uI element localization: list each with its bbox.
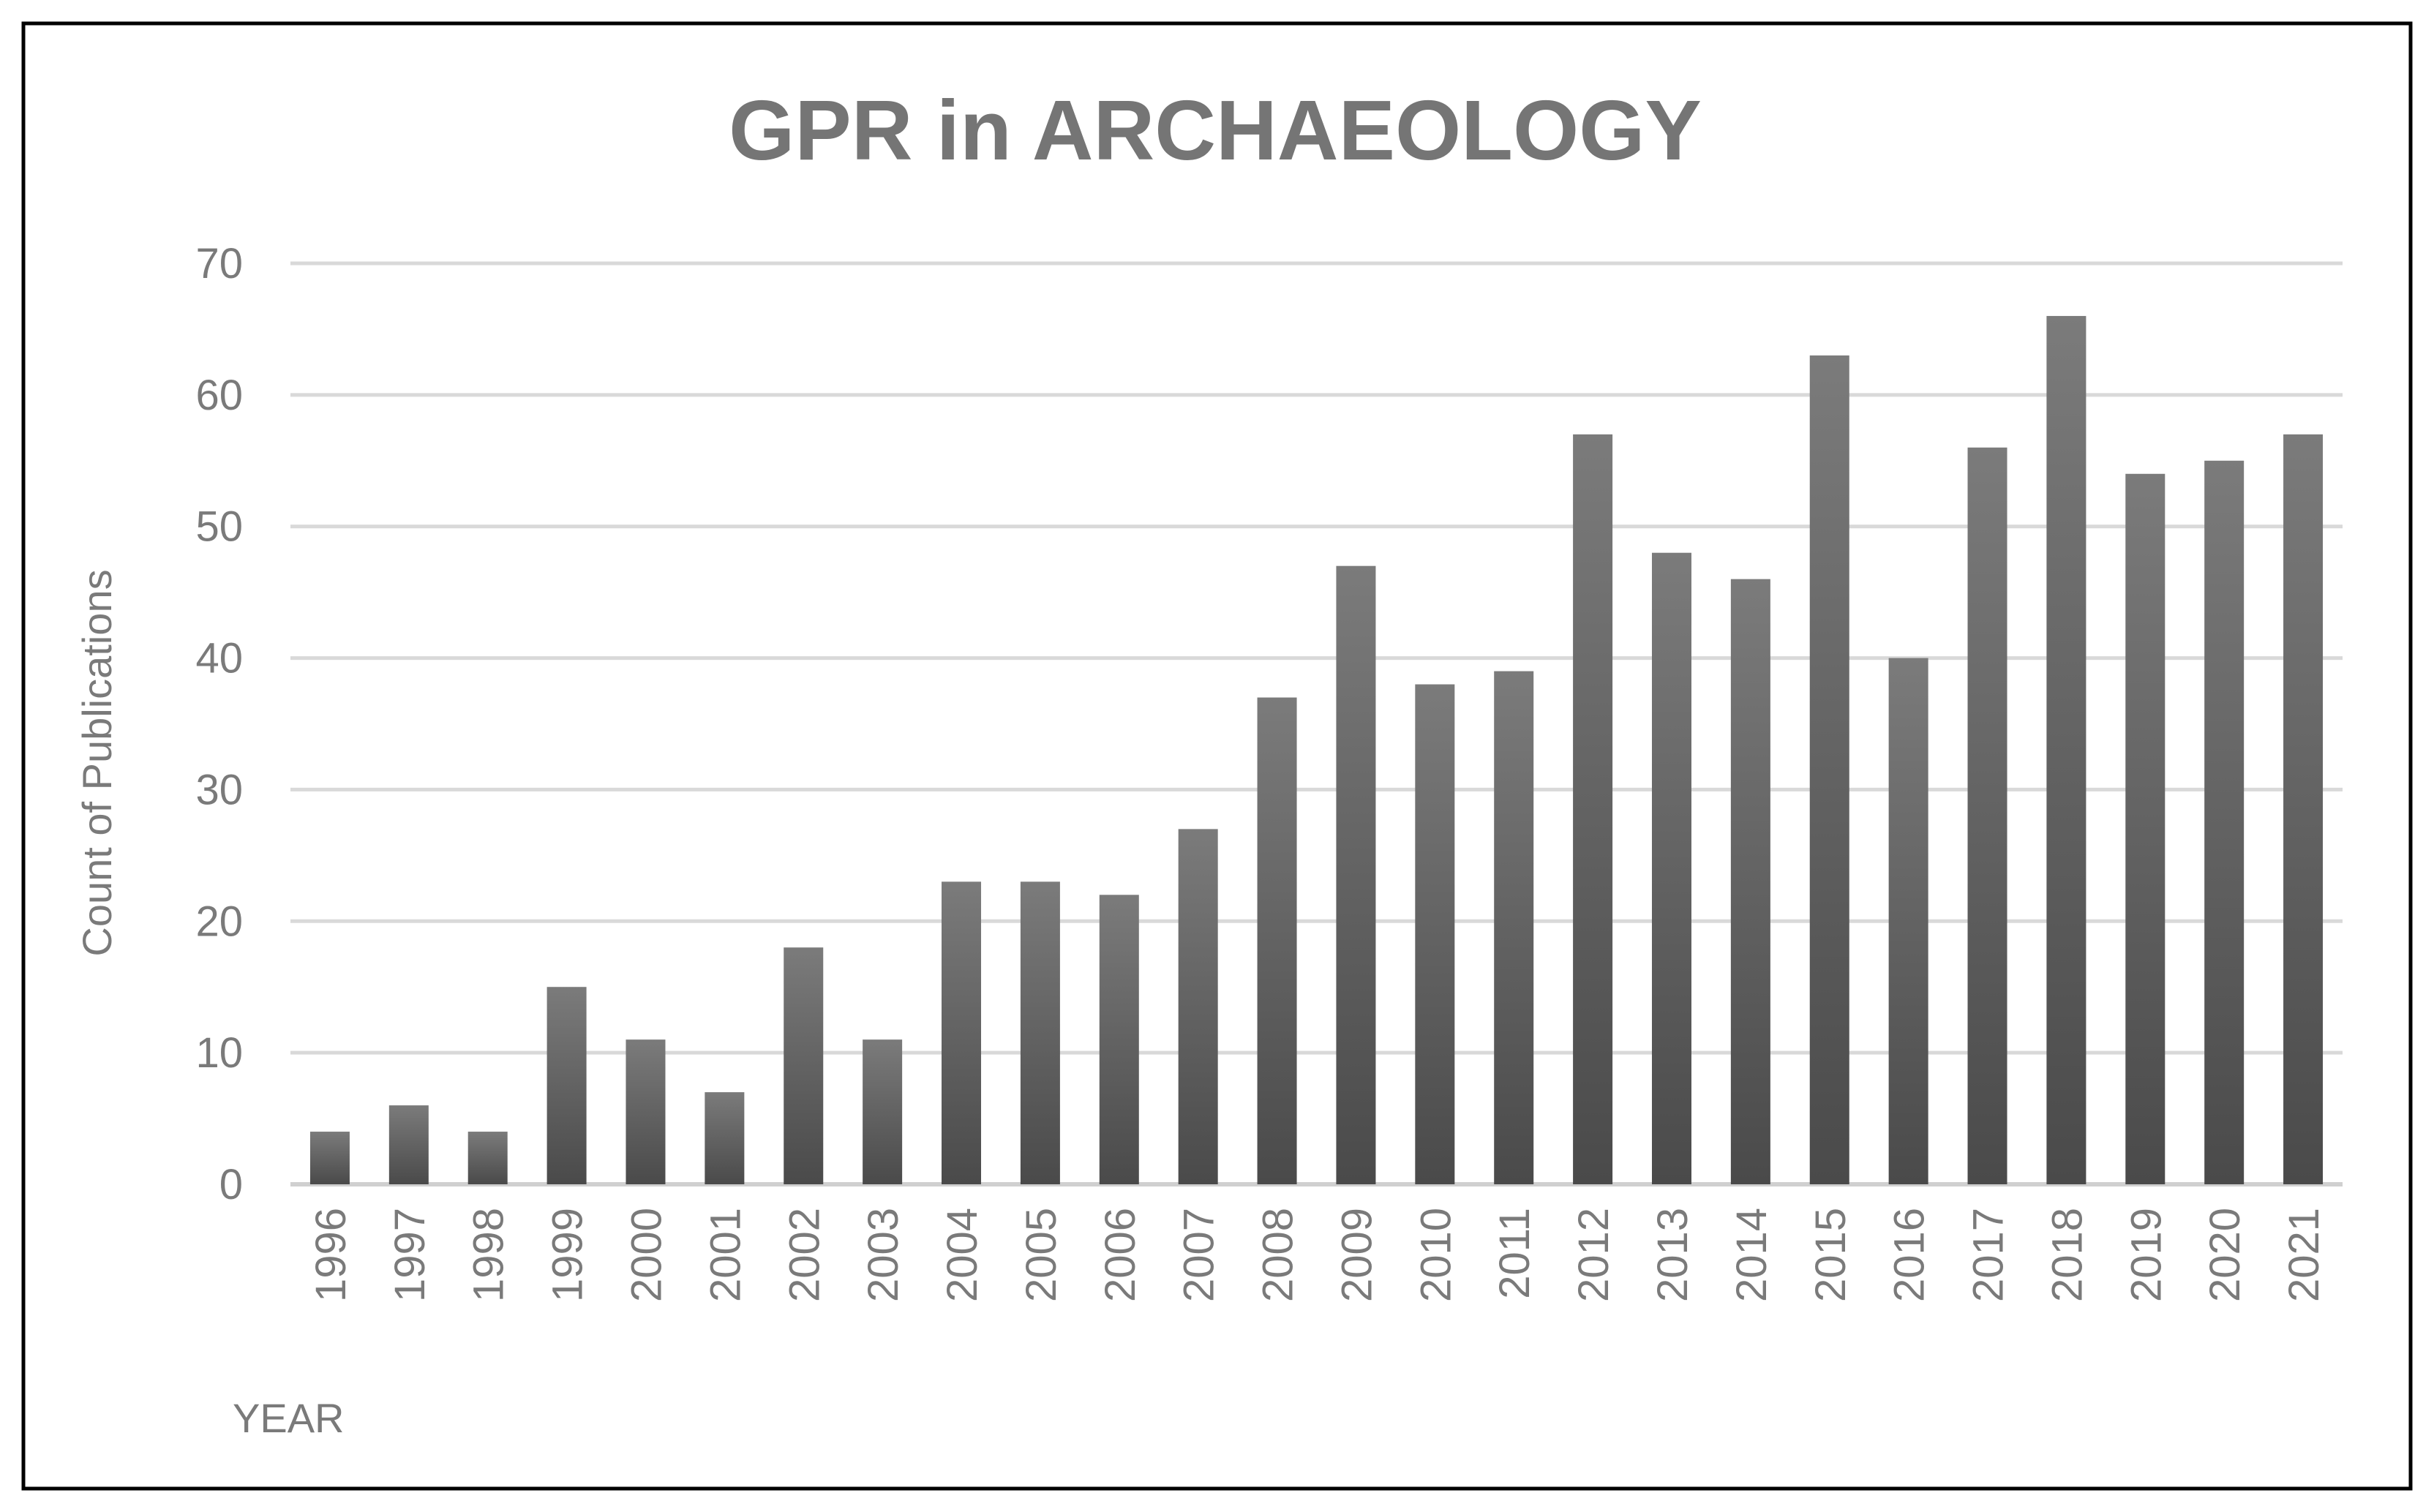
x-tick-label: 2006: [1097, 1208, 1144, 1302]
bar-2011: [1494, 671, 1534, 1184]
y-tick-label: 30: [195, 766, 243, 813]
x-tick-label: 2009: [1333, 1208, 1381, 1302]
bar-2016: [1888, 658, 1928, 1184]
bar-1998: [467, 1132, 508, 1184]
x-tick-label: 2014: [1728, 1208, 1776, 1302]
bar-1996: [309, 1132, 350, 1184]
bar-2001: [705, 1092, 745, 1184]
x-tick-label: 2011: [1491, 1208, 1539, 1299]
x-tick-label: 2016: [1886, 1208, 1934, 1302]
x-tick-label: 2001: [702, 1208, 749, 1302]
x-tick-label: 2003: [860, 1208, 907, 1302]
bar-2017: [1967, 447, 2007, 1184]
y-tick-label: 70: [195, 240, 243, 287]
x-tick-label: 2007: [1176, 1208, 1223, 1302]
y-axis-ticks: 0 10 20 30 40 50 60 70: [195, 240, 243, 1208]
x-tick-label: 2018: [2043, 1208, 2091, 1302]
x-tick-label: 2020: [2201, 1208, 2249, 1302]
x-tick-label: 2017: [1965, 1208, 2013, 1302]
bar-2018: [2046, 315, 2086, 1184]
y-tick-label: 40: [195, 635, 243, 682]
x-tick-label: 2019: [2122, 1208, 2170, 1302]
bar-2020: [2204, 460, 2245, 1184]
x-tick-label: 2010: [1412, 1208, 1460, 1302]
x-tick-label: 1996: [307, 1208, 355, 1302]
bar-2005: [1020, 881, 1060, 1184]
x-tick-label: 2008: [1255, 1208, 1302, 1302]
x-tick-label: 2015: [1807, 1208, 1855, 1302]
x-tick-label: 2002: [781, 1208, 828, 1302]
y-tick-label: 50: [195, 503, 243, 551]
bar-2003: [863, 1039, 903, 1184]
y-tick-label: 10: [195, 1029, 243, 1077]
bar-2006: [1099, 895, 1139, 1184]
y-tick-label: 0: [219, 1161, 243, 1208]
x-tick-label: 2021: [2280, 1208, 2328, 1302]
bar-2009: [1336, 565, 1376, 1184]
bar-2008: [1257, 697, 1297, 1184]
x-tick-label: 1998: [465, 1208, 513, 1302]
bar-2002: [784, 947, 824, 1184]
x-tick-label: 1997: [386, 1208, 434, 1302]
x-axis-title: YEAR: [233, 1395, 345, 1441]
x-tick-label: 2004: [939, 1208, 986, 1302]
x-tick-label: 2005: [1018, 1208, 1065, 1302]
x-tick-label: 1999: [544, 1208, 592, 1302]
bar-2019: [2125, 473, 2166, 1184]
bar-2004: [942, 881, 982, 1184]
bars: [309, 315, 2324, 1185]
x-tick-label: 2000: [623, 1208, 670, 1302]
chart-frame: [21, 21, 2413, 1491]
x-axis-ticks: 1996 1997 1998 1999 2000 2001 2002 2003 2004 2005…: [307, 1208, 2328, 1302]
bar-2015: [1809, 355, 1849, 1184]
y-axis-title: Count of Publications: [74, 569, 120, 956]
y-tick-label: 60: [195, 372, 243, 419]
bar-2000: [626, 1039, 666, 1184]
bar-2012: [1573, 434, 1613, 1185]
x-tick-label: 2013: [1649, 1208, 1697, 1302]
x-tick-label: 2012: [1570, 1208, 1618, 1302]
bar-1997: [388, 1105, 429, 1184]
bar-2021: [2283, 434, 2324, 1185]
bar-2010: [1415, 684, 1455, 1184]
y-tick-label: 20: [195, 898, 243, 945]
bar-2013: [1651, 552, 1691, 1184]
bar-2007: [1178, 829, 1218, 1184]
bar-1999: [546, 987, 587, 1184]
bar-2014: [1730, 579, 1770, 1184]
chart-title: GPR in ARCHAEOLOGY: [729, 83, 1702, 178]
